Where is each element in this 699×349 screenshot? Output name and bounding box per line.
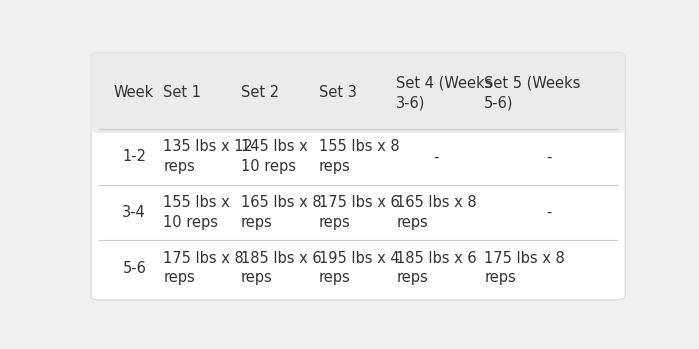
Text: 5-6: 5-6 — [122, 261, 146, 275]
Text: Set 2: Set 2 — [241, 86, 279, 101]
Text: 195 lbs x 4
reps: 195 lbs x 4 reps — [319, 251, 399, 285]
Text: 145 lbs x
10 reps: 145 lbs x 10 reps — [241, 140, 308, 174]
Text: 185 lbs x 6
reps: 185 lbs x 6 reps — [241, 251, 322, 285]
Bar — [99, 96, 617, 129]
Text: Set 4 (Weeks
3-6): Set 4 (Weeks 3-6) — [396, 75, 493, 110]
Text: 3-4: 3-4 — [122, 205, 146, 220]
Text: 175 lbs x 8
reps: 175 lbs x 8 reps — [484, 251, 565, 285]
Text: 1-2: 1-2 — [122, 149, 146, 164]
Text: -: - — [546, 149, 552, 164]
Text: Set 5 (Weeks
5-6): Set 5 (Weeks 5-6) — [484, 75, 581, 110]
Text: Set 1: Set 1 — [163, 86, 201, 101]
Text: 165 lbs x 8
reps: 165 lbs x 8 reps — [241, 195, 322, 230]
FancyBboxPatch shape — [91, 53, 626, 300]
Text: 155 lbs x
10 reps: 155 lbs x 10 reps — [163, 195, 230, 230]
Text: -: - — [433, 149, 438, 164]
Text: 175 lbs x 8
reps: 175 lbs x 8 reps — [163, 251, 244, 285]
Text: -: - — [546, 205, 552, 220]
Text: 175 lbs x 6
reps: 175 lbs x 6 reps — [319, 195, 399, 230]
Text: 155 lbs x 8
reps: 155 lbs x 8 reps — [319, 140, 399, 174]
Text: 135 lbs x 12
reps: 135 lbs x 12 reps — [163, 140, 253, 174]
FancyBboxPatch shape — [91, 53, 626, 133]
Text: 185 lbs x 6
reps: 185 lbs x 6 reps — [396, 251, 477, 285]
Text: Week: Week — [114, 86, 154, 101]
Text: 165 lbs x 8
reps: 165 lbs x 8 reps — [396, 195, 477, 230]
Text: Set 3: Set 3 — [319, 86, 356, 101]
